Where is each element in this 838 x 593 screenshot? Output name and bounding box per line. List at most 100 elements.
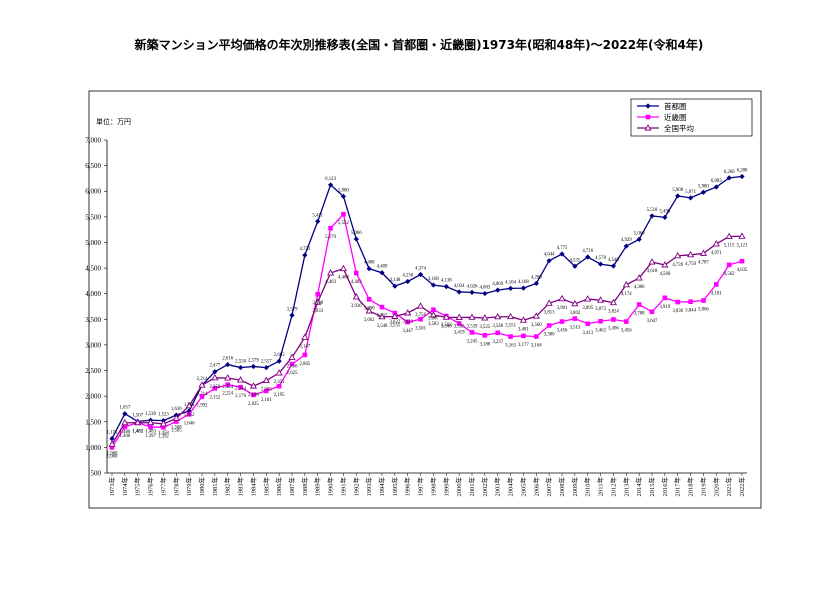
data-label: 3,177: [518, 343, 529, 348]
unit-label: 単位：万円: [96, 117, 131, 126]
data-label: 4,560: [659, 272, 670, 277]
series-line: [111, 175, 743, 439]
data-point: [610, 263, 617, 269]
data-point: [238, 384, 243, 390]
legend-label: 全国平均: [664, 123, 694, 133]
data-point: [443, 284, 449, 290]
data-point: [301, 333, 309, 340]
data-label: 1,458: [158, 431, 169, 436]
data-label: 4,306: [634, 285, 645, 290]
legend-item: 全国平均: [637, 123, 694, 133]
x-tick-label: 2020年: [711, 477, 720, 497]
data-point: [648, 258, 656, 265]
x-tick-label: 2014年: [634, 477, 643, 497]
data-label: 4,403: [325, 280, 336, 285]
data-point: [352, 293, 360, 300]
data-label: 5,908: [672, 188, 683, 193]
y-tick-label: 5,500: [85, 213, 101, 221]
x-tick-label: 2019年: [698, 477, 707, 497]
x-tick-label: 2007年: [544, 477, 553, 497]
y-tick-label: 6,000: [85, 188, 101, 196]
data-label: 3,419: [454, 330, 465, 335]
legend-marker: [645, 103, 651, 109]
x-tick-label: 1987年: [287, 477, 296, 497]
data-point: [482, 290, 488, 297]
legend-marker: [645, 114, 651, 120]
data-label: 1,481: [132, 430, 143, 435]
data-point: [275, 369, 283, 376]
data-label: 3,936: [351, 304, 362, 309]
data-label: 4,200: [531, 275, 542, 280]
data-label: 3,245: [467, 339, 478, 344]
data-point: [584, 295, 592, 302]
x-tick-label: 2022年: [737, 477, 746, 497]
data-point: [404, 309, 412, 316]
data-point: [378, 312, 386, 320]
data-label: 3,622: [389, 320, 400, 325]
data-point: [508, 334, 513, 339]
data-point: [662, 214, 668, 220]
data-label: 2,358: [209, 385, 220, 390]
data-label: 4,787: [698, 260, 709, 265]
chart-frame: [88, 90, 762, 509]
data-point: [687, 195, 694, 201]
y-tick-label: 4,500: [85, 265, 101, 273]
data-point: [186, 411, 192, 417]
data-point: [224, 374, 232, 381]
data-point: [172, 414, 180, 421]
data-point: [712, 240, 720, 247]
data-label: 3,990: [312, 301, 323, 306]
data-label: 3,647: [647, 319, 658, 324]
data-label: 1,568: [171, 425, 182, 430]
data-label: 3,560: [531, 323, 542, 328]
data-point: [469, 289, 475, 295]
data-label: 2,305: [261, 388, 272, 393]
data-point: [431, 307, 436, 313]
data-label: 4,488: [364, 261, 375, 266]
x-tick-label: 1977年: [158, 477, 167, 497]
data-label: 5,871: [685, 190, 696, 195]
data-label: 4,716: [582, 249, 593, 254]
data-label: 2,477: [209, 364, 220, 369]
data-point: [662, 295, 668, 301]
data-label: 1,397: [145, 434, 156, 439]
y-tick-label: 5,000: [85, 239, 101, 247]
data-point: [315, 291, 321, 297]
data-point: [609, 298, 617, 306]
data-point: [418, 316, 423, 322]
data-label: 2,683: [274, 353, 285, 358]
data-label: 2,196: [248, 393, 259, 398]
data-label: 1,060: [107, 451, 118, 456]
data-point: [225, 361, 231, 368]
data-point: [237, 364, 244, 371]
data-label: 4,148: [389, 278, 400, 283]
data-point: [481, 314, 489, 321]
data-point: [276, 358, 282, 364]
data-label: 4,026: [467, 284, 478, 289]
data-label: 2,025: [248, 402, 259, 407]
data-label: 4,635: [737, 268, 748, 273]
x-tick-label: 1995年: [390, 477, 399, 497]
x-tick-label: 1976年: [146, 477, 155, 497]
data-label: 2,354: [222, 385, 233, 390]
data-point: [365, 307, 373, 314]
data-point: [121, 418, 129, 426]
data-label: 1,482: [132, 430, 143, 435]
data-label: 3,496: [608, 327, 619, 332]
data-point: [198, 381, 206, 388]
x-tick-label: 1988年: [300, 477, 309, 497]
x-tick-label: 2006年: [531, 477, 540, 497]
data-point: [559, 251, 565, 257]
data-label: 3,462: [595, 328, 606, 333]
data-point: [417, 302, 425, 309]
data-label: 1,530: [145, 412, 156, 417]
data-label: 4,181: [711, 291, 722, 296]
data-label: 4,374: [415, 267, 426, 272]
data-point: [341, 211, 346, 217]
data-point: [546, 258, 552, 264]
data-label: 5,279: [325, 235, 336, 240]
data-label: 4,488: [338, 276, 349, 281]
data-point: [225, 382, 231, 387]
data-point: [520, 285, 527, 291]
